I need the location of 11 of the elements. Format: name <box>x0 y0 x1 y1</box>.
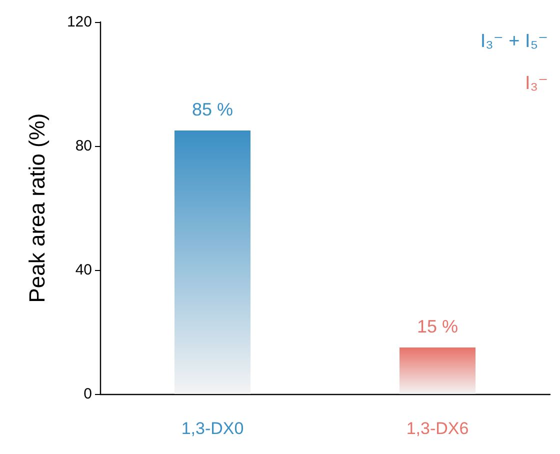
y-tick-label: 120 <box>66 14 92 30</box>
y-axis-title: Peak area ratio (%) <box>24 113 50 303</box>
x-tick-label: 1,3-DX0 <box>181 419 244 438</box>
y-tick-label: 0 <box>84 386 92 402</box>
data-label: 85 % <box>192 100 234 120</box>
annotation: I₃⁻ <box>524 73 548 94</box>
data-label: 15 % <box>416 316 458 336</box>
annotation: I₃⁻ + I₅⁻ <box>480 31 548 52</box>
x-tick-label: 1,3-DX6 <box>406 419 469 438</box>
y-tick-label: 40 <box>75 262 92 278</box>
y-tick-label: 80 <box>75 138 92 154</box>
